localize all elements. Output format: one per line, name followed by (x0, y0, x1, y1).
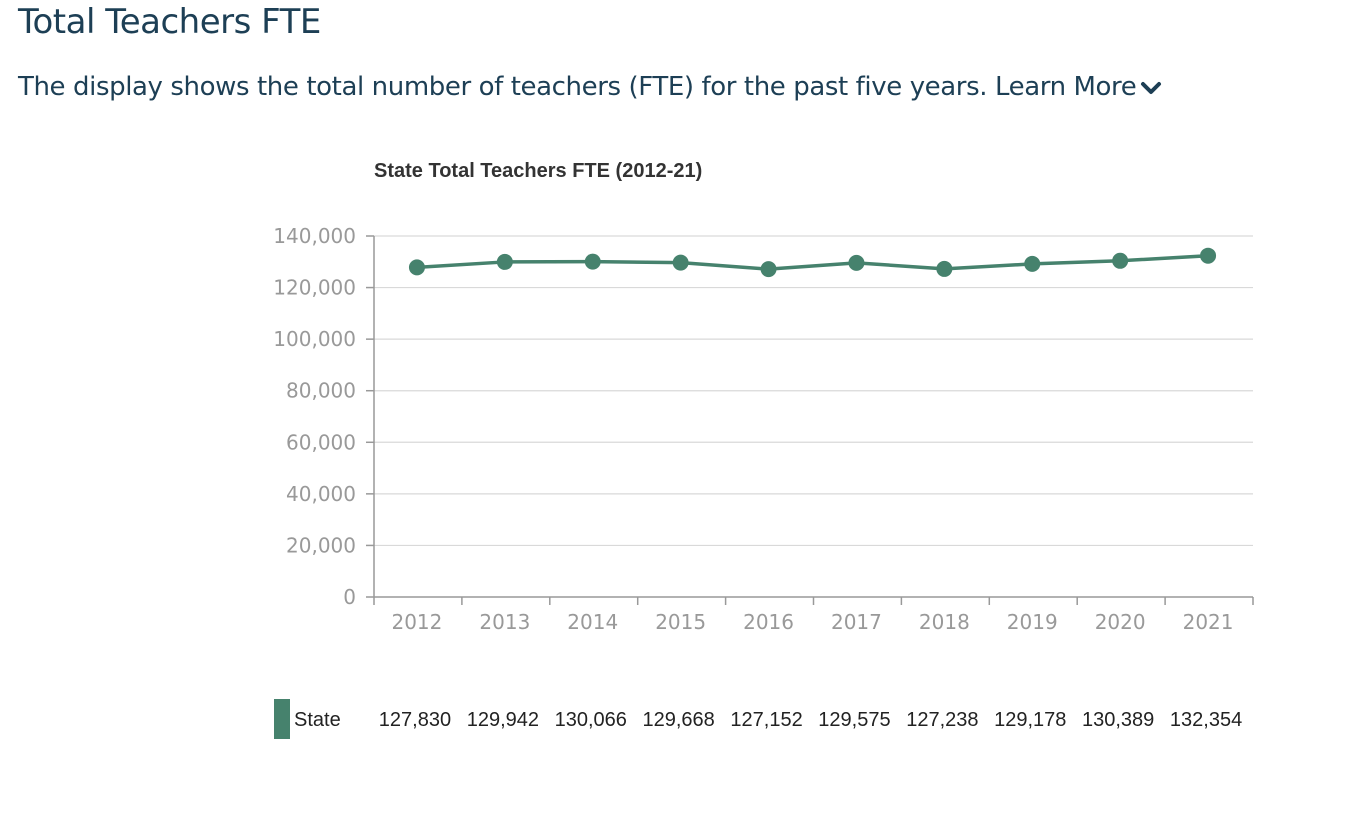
series-line-state (416, 253, 1209, 271)
data-point (1200, 247, 1217, 264)
data-table-value: 130,389 (1081, 709, 1155, 731)
chevron-down-icon (1140, 73, 1162, 103)
data-point (848, 254, 865, 271)
y-tick-label: 0 (343, 585, 356, 609)
data-table-value: 129,942 (466, 709, 539, 731)
x-tick-label: 2014 (567, 610, 618, 634)
y-tick-label: 20,000 (286, 533, 356, 557)
data-table-value: 129,178 (994, 709, 1067, 731)
data-point (408, 259, 425, 276)
data-point (760, 261, 777, 278)
y-tick-label: 80,000 (286, 379, 356, 403)
learn-more-label: Learn More (994, 72, 1137, 102)
data-table-value: 127,152 (730, 709, 803, 731)
x-tick-label: 2012 (391, 610, 442, 634)
data-table-value: 129,575 (818, 709, 891, 731)
x-tick-label: 2019 (1007, 610, 1058, 634)
chart-title: State Total Teachers FTE (2012-21) (374, 160, 703, 182)
data-point (672, 254, 689, 271)
y-tick-label: 120,000 (273, 276, 356, 300)
data-point (1112, 252, 1129, 269)
page-description: The display shows the total number of te… (18, 72, 1162, 103)
data-table-value: 127,238 (906, 709, 979, 731)
y-tick-label: 60,000 (286, 430, 356, 454)
data-point (496, 253, 513, 270)
x-tick-label: 2017 (831, 610, 882, 634)
x-tick-label: 2016 (743, 610, 794, 634)
data-table-value: 132,354 (1169, 709, 1243, 731)
page-title: Total Teachers FTE (18, 2, 321, 42)
y-tick-label: 100,000 (273, 327, 356, 351)
data-point (584, 253, 601, 270)
x-tick-label: 2021 (1183, 610, 1234, 634)
y-tick-label: 140,000 (273, 224, 356, 248)
x-tick-label: 2018 (919, 610, 970, 634)
data-table-value: 130,066 (554, 709, 627, 731)
x-tick-label: 2013 (479, 610, 530, 634)
data-table-value: 127,830 (378, 709, 452, 731)
data-table-value: 129,668 (642, 709, 715, 731)
description-text: The display shows the total number of te… (18, 72, 988, 102)
x-tick-label: 2020 (1095, 610, 1146, 634)
x-tick-label: 2015 (655, 610, 706, 634)
learn-more-link[interactable]: Learn More (995, 72, 1162, 102)
y-tick-label: 40,000 (286, 482, 356, 506)
legend-swatch (274, 699, 290, 739)
data-point (1024, 255, 1041, 272)
data-table-row: State 127,830 129,942 130,066 129,668 127,15… (274, 699, 1274, 739)
legend-label-state: State (294, 709, 341, 731)
data-point (936, 260, 953, 277)
